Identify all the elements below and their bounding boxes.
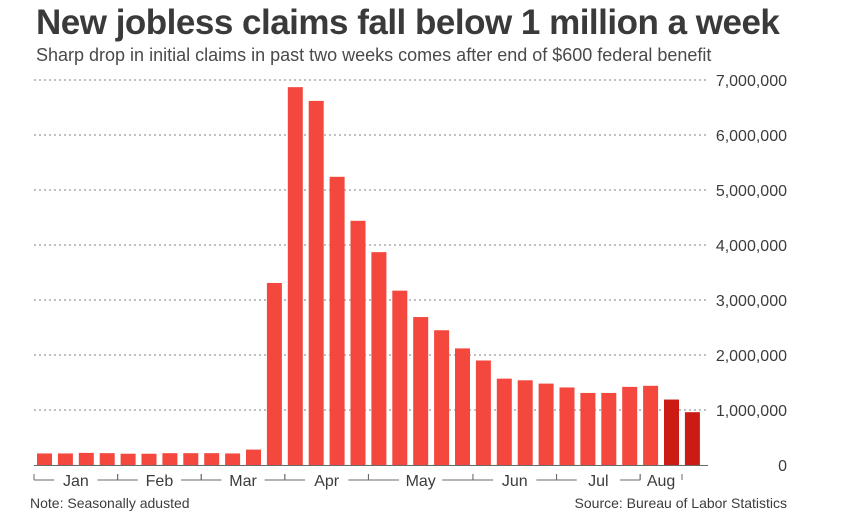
month-label: May — [406, 473, 436, 490]
bar — [684, 412, 700, 465]
bar — [141, 453, 157, 465]
month-label: Mar — [229, 473, 257, 490]
bar — [246, 449, 261, 465]
source-credit: Source: Bureau of Labor Statistics — [574, 495, 787, 511]
bar — [622, 386, 638, 465]
bar — [580, 392, 596, 465]
month-label: Aug — [647, 473, 675, 490]
y-tick-label: 1,000,000 — [716, 403, 787, 420]
y-tick-label: 0 — [778, 458, 787, 475]
month-label: Apr — [314, 473, 340, 490]
month-label: Jun — [502, 473, 528, 490]
footnote: Note: Seasonally adusted — [30, 495, 190, 511]
bar — [434, 330, 450, 465]
bar — [78, 452, 94, 465]
y-tick-label: 5,000,000 — [716, 183, 787, 200]
bar — [350, 220, 366, 465]
bar — [496, 378, 512, 465]
bar — [266, 282, 282, 465]
bar — [538, 383, 554, 465]
bar — [392, 290, 408, 465]
bar — [225, 453, 241, 465]
y-tick-label: 7,000,000 — [716, 73, 787, 90]
bar — [413, 317, 429, 465]
month-label: Feb — [146, 473, 174, 490]
bar — [643, 385, 659, 465]
bar — [204, 453, 220, 465]
bar — [183, 453, 199, 465]
bar — [99, 453, 115, 465]
month-label: Jul — [588, 473, 608, 490]
chart-subtitle: Sharp drop in initial claims in past two… — [36, 45, 712, 65]
bar — [308, 100, 324, 466]
y-tick-label: 4,000,000 — [716, 238, 787, 255]
bar — [475, 360, 491, 465]
y-tick-label: 6,000,000 — [716, 128, 787, 145]
bar — [162, 453, 178, 465]
bar — [601, 392, 617, 465]
month-label: Jan — [63, 473, 89, 490]
bar — [57, 453, 73, 465]
bar — [371, 252, 387, 465]
y-tick-label: 3,000,000 — [716, 293, 787, 310]
bar — [559, 387, 575, 465]
y-tick-label: 2,000,000 — [716, 348, 787, 365]
bar — [37, 453, 52, 465]
bar — [664, 399, 679, 465]
bar — [517, 380, 533, 465]
chart-title: New jobless claims fall below 1 million … — [36, 3, 780, 42]
bar — [329, 176, 345, 466]
bar — [455, 348, 470, 465]
bar — [287, 87, 303, 466]
bar — [120, 453, 136, 465]
